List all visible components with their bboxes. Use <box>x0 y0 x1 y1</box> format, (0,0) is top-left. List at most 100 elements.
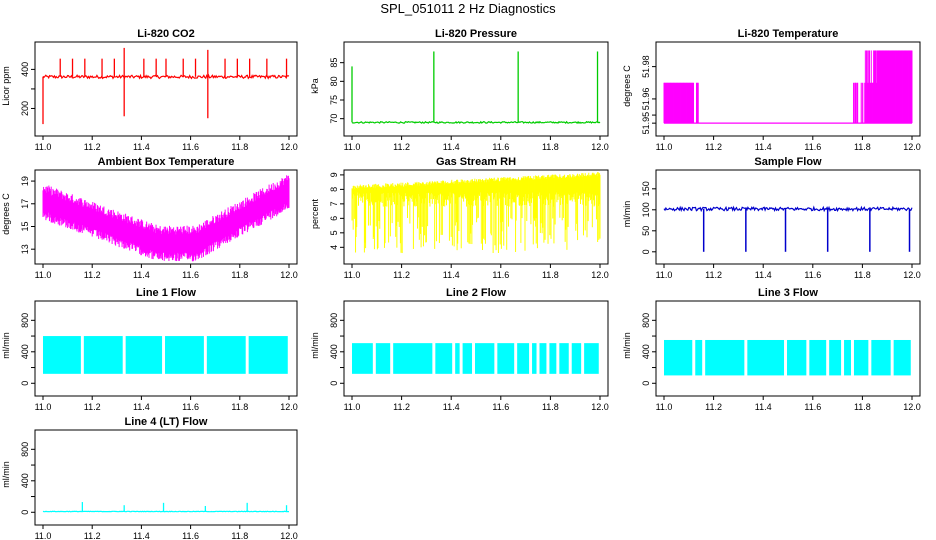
x-tick-label: 12.0 <box>903 142 921 152</box>
x-tick-label: 11.0 <box>35 142 52 152</box>
y-tick-label: 6 <box>329 216 339 221</box>
y-axis-label: kPa <box>310 78 320 94</box>
y-tick-label: 200 <box>20 101 30 116</box>
panel-title: Ambient Box Temperature <box>98 156 235 168</box>
y-axis-label: degrees C <box>622 65 632 107</box>
panel-title: Sample Flow <box>754 156 822 168</box>
y-tick-label: 800 <box>641 313 651 328</box>
x-tick-label: 12.0 <box>280 142 298 152</box>
y-tick-label: 800 <box>20 442 30 457</box>
x-tick-label: 11.8 <box>854 402 871 412</box>
x-tick-label: 11.6 <box>182 531 199 540</box>
x-tick-label: 11.0 <box>656 402 673 412</box>
y-tick-label: 8 <box>329 187 339 192</box>
x-tick-label: 11.4 <box>443 142 460 152</box>
x-tick-label: 11.6 <box>492 142 509 152</box>
y-tick-label: 0 <box>329 381 339 386</box>
panel-pressure: 70 75 80 85 11.0 11.2 11.4 11.6 11.8 12.0 Li-820 P… <box>310 28 609 152</box>
x-tick-label: 11.6 <box>804 142 821 152</box>
band-block <box>829 339 842 376</box>
x-tick-label: 11.8 <box>542 270 559 280</box>
x-tick-label: 11.4 <box>133 142 150 152</box>
x-tick-label: 12.0 <box>280 531 298 540</box>
x-tick-label: 11.4 <box>755 270 772 280</box>
x-tick-label: 11.6 <box>804 270 821 280</box>
x-tick-label: 12.0 <box>280 402 298 412</box>
x-tick-label: 11.8 <box>231 142 248 152</box>
y-tick-label: 400 <box>20 62 30 77</box>
band-block <box>664 339 693 376</box>
band-block <box>532 343 537 374</box>
y-axis-label: percent <box>310 198 320 229</box>
band-block <box>125 336 163 374</box>
band-block <box>695 339 703 376</box>
y-tick-label: 51.96 <box>641 88 651 111</box>
y-tick-label: 51.95 <box>641 112 651 135</box>
y-tick-label: 0 <box>641 249 651 254</box>
plot-frame <box>655 300 921 397</box>
plot-frame <box>34 41 298 137</box>
y-tick-label: 75 <box>329 95 339 105</box>
panel-rh: 4 5 6 7 8 9 11.0 11.2 11.4 11.6 11.8 12.0 Gas Stream… <box>310 156 609 280</box>
band-block <box>571 343 582 374</box>
x-tick-label: 11.6 <box>182 142 199 152</box>
plot-frame <box>655 169 921 265</box>
panel-line1: 0 400 800 11.0 11.2 11.4 11.6 11.8 12.0 Line 1 Fl… <box>1 287 298 412</box>
band-block <box>393 343 433 374</box>
panel-title: Li-820 Temperature <box>738 28 839 40</box>
band-block <box>83 336 123 374</box>
y-tick-label: 150 <box>641 181 651 196</box>
x-tick-label: 12.0 <box>591 142 609 152</box>
x-tick-label: 11.8 <box>231 402 248 412</box>
x-tick-label: 11.8 <box>542 142 559 152</box>
x-tick-label: 11.8 <box>231 270 248 280</box>
band-block <box>747 339 785 376</box>
x-tick-label: 12.0 <box>280 270 298 280</box>
band-block <box>375 343 391 374</box>
y-tick-label: 9 <box>329 172 339 177</box>
band-block <box>497 343 515 374</box>
panel-line2: 0 400 800 11.0 11.2 11.4 11.6 11.8 12.0 Line 2 Fl… <box>310 287 609 412</box>
y-axis-label: ml/min <box>1 461 11 488</box>
x-tick-label: 11.2 <box>84 270 101 280</box>
x-tick-label: 11.4 <box>755 402 772 412</box>
x-tick-label: 11.6 <box>492 270 509 280</box>
x-tick-label: 11.2 <box>393 402 410 412</box>
plot-frame <box>343 169 609 265</box>
y-tick-label: 800 <box>329 313 339 328</box>
panel-title: Li-820 Pressure <box>435 28 517 40</box>
page-title: SPL_051011 2 Hz Diagnostics <box>380 1 556 16</box>
band-block <box>475 343 495 374</box>
band-block <box>352 343 373 374</box>
panel-ambient: 13 15 17 19 11.0 11.2 11.4 11.6 11.8 12.0 Ambient … <box>1 156 298 280</box>
y-tick-label: 4 <box>329 245 339 250</box>
x-tick-label: 11.2 <box>84 402 101 412</box>
x-tick-label: 11.6 <box>182 270 199 280</box>
y-tick-label: 0 <box>20 510 30 515</box>
plot-frame <box>655 41 921 137</box>
x-tick-label: 11.4 <box>133 270 150 280</box>
x-tick-label: 11.2 <box>84 531 101 540</box>
y-tick-label: 0 <box>20 381 30 386</box>
band-block <box>853 339 869 376</box>
panel-line3: 0 400 800 11.0 11.2 11.4 11.6 11.8 12.0 Line 3 Fl… <box>622 287 921 412</box>
band-block <box>539 343 547 374</box>
y-tick-label: 400 <box>20 473 30 488</box>
x-tick-label: 11.4 <box>133 402 150 412</box>
y-axis-label: ml/min <box>310 332 320 359</box>
y-tick-label: 70 <box>329 114 339 124</box>
x-tick-label: 11.4 <box>133 531 150 540</box>
y-axis-label: ml/min <box>1 332 11 359</box>
x-tick-label: 11.6 <box>182 402 199 412</box>
y-tick-label: 7 <box>329 201 339 206</box>
band-block <box>165 336 204 374</box>
x-tick-label: 11.4 <box>443 402 460 412</box>
x-tick-label: 11.2 <box>84 142 101 152</box>
y-tick-label: 17 <box>20 199 30 209</box>
x-tick-label: 11.0 <box>35 402 52 412</box>
panel-title: Line 1 Flow <box>136 287 196 299</box>
series-line <box>351 120 601 125</box>
band-block <box>787 339 807 376</box>
